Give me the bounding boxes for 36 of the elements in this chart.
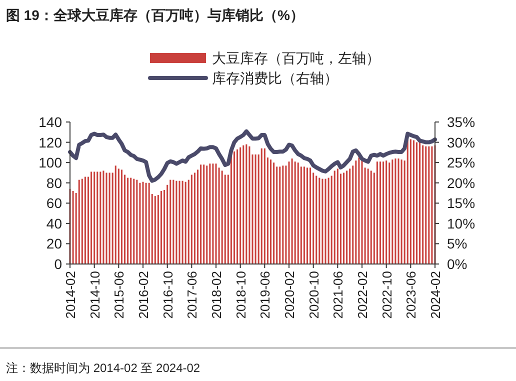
text: 注：数据时间为 2014-02 至 2024-02 (6, 361, 200, 375)
x-tick-label: 2018-10 (233, 271, 248, 319)
x-tick-label: 2020-10 (306, 271, 322, 319)
y-tick-label: 60 (46, 195, 62, 212)
x-tick-label: 2014-02 (63, 271, 78, 319)
y-tick-label: 120 (38, 134, 62, 150)
y-tick-label: 40 (46, 215, 62, 232)
y2-tick-label: 30% (447, 134, 476, 150)
x-tick-label: 2016-10 (160, 271, 176, 319)
x-tick-label: 2014-10 (87, 271, 102, 319)
y-tick-label: 80 (46, 174, 62, 191)
x-tick-label: 2024-02 (428, 271, 443, 319)
y2-tick-label: 5% (447, 236, 468, 252)
y-tick-label: 20 (46, 236, 62, 252)
x-tick-label: 2022-02 (355, 271, 370, 319)
y2-tick-label: 20% (447, 174, 476, 191)
x-tick-label: 2015-06 (112, 271, 127, 319)
x-tick-label: 2019-06 (258, 271, 273, 319)
x-tick-label: 2017-06 (184, 271, 200, 319)
y2-tick-label: 35% (447, 114, 476, 130)
x-tick-label: 2022-10 (379, 271, 394, 319)
y2-tick-label: 15% (447, 195, 476, 212)
y2-tick-label: 25% (447, 154, 476, 171)
x-tick-label: 2021-06 (330, 271, 346, 319)
x-tick-label: 2020-02 (282, 271, 297, 319)
y2-tick-label: 10% (447, 215, 476, 232)
y2-tick-label: 0% (447, 256, 468, 272)
legend-label: 库存消费比（右轴） (212, 70, 338, 86)
legend-label: 大豆库存（百万吨，左轴） (212, 50, 380, 66)
x-tick-label: 2018-02 (209, 271, 224, 319)
y-tick-label: 100 (38, 154, 62, 171)
x-tick-label: 2016-02 (136, 271, 151, 319)
chart-title: 图 19：全球大豆库存（百万吨）与库销比（%） (6, 7, 304, 23)
x-tick-label: 2023-06 (404, 271, 419, 319)
y-tick-label: 140 (38, 114, 62, 130)
y-tick-label: 0 (54, 256, 62, 272)
